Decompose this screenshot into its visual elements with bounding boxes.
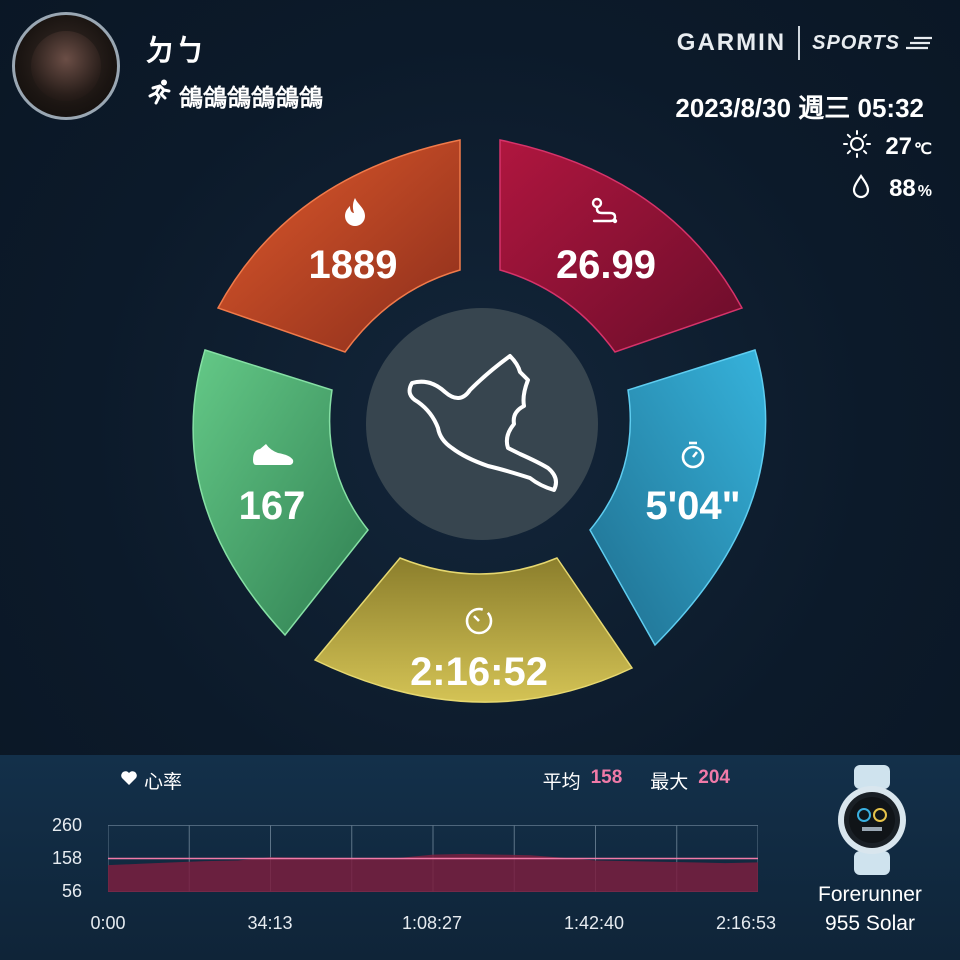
cadence-value: 167	[238, 484, 306, 528]
heart-rate-label: 心率	[120, 767, 182, 794]
running-icon	[145, 79, 173, 112]
route-icon	[588, 195, 622, 229]
brand-divider	[798, 26, 801, 60]
avatar[interactable]	[12, 12, 120, 120]
pace-value: 5'04"	[645, 484, 741, 528]
temperature-unit: ℃	[914, 140, 932, 158]
timer-icon	[462, 604, 496, 638]
heart-rate-stats: 平均 158 最大 204	[543, 767, 730, 794]
device-name-line2: 955 Solar	[825, 912, 915, 935]
device-name: Forerunner 955 Solar	[800, 880, 940, 938]
max-value: 204	[698, 767, 730, 788]
humidity-unit: %	[917, 182, 932, 200]
activity-datetime: 2023/8/30 週三 05:32	[675, 93, 924, 123]
x-tick-label: 0:00	[90, 913, 126, 933]
duration-value: 2:16:52	[410, 650, 548, 694]
x-tick-label: 1:42:40	[563, 913, 625, 933]
x-tick-label: 2:16:53	[715, 913, 777, 933]
garmin-logo: GARMIN	[676, 29, 787, 56]
droplet-icon	[847, 172, 875, 205]
distance-value: 26.99	[555, 243, 657, 287]
duration-segment[interactable]	[313, 557, 634, 703]
stats-ring	[192, 139, 767, 703]
watch-image[interactable]	[834, 765, 910, 875]
activity-title-text: 鴿鴿鴿鴿鴿鴿	[179, 85, 323, 112]
flame-icon	[338, 195, 372, 229]
shoe-icon	[250, 436, 296, 470]
y-tick-label: 260	[51, 815, 82, 835]
cadence-segment[interactable]	[192, 349, 369, 637]
device-name-line1: Forerunner	[818, 883, 922, 906]
sports-logo: SPORTS	[812, 32, 934, 55]
brand-logo: GARMIN SPORTS	[677, 26, 934, 60]
sports-logo-text: SPORTS	[812, 31, 900, 54]
distance-segment[interactable]	[499, 139, 744, 353]
activity-title: 鴿鴿鴿鴿鴿鴿	[145, 78, 323, 113]
pace-segment[interactable]	[589, 349, 767, 647]
x-tick-label: 1:08:27	[401, 913, 463, 933]
sports-stripes-icon	[906, 36, 932, 50]
sun-icon	[843, 130, 872, 163]
heart-rate-chart	[108, 825, 758, 892]
x-tick-label: 34:13	[247, 913, 293, 933]
max-label: 最大	[650, 772, 689, 793]
heart-rate-area	[108, 853, 758, 892]
temperature: 27 ℃	[843, 130, 932, 163]
humidity: 88%	[847, 172, 932, 205]
user-name: ㄉㄅ	[145, 35, 205, 68]
route-map-circle[interactable]	[366, 308, 598, 540]
y-tick-label: 56	[61, 881, 82, 901]
stopwatch-icon	[676, 438, 710, 472]
humidity-value: 88	[889, 174, 916, 202]
y-tick-label: 158	[51, 848, 82, 868]
calories-segment[interactable]	[216, 139, 461, 353]
temperature-value: 27	[885, 132, 913, 160]
heart-icon	[120, 770, 138, 792]
calories-value: 1889	[308, 243, 398, 287]
heart-rate-title: 心率	[144, 772, 183, 793]
avg-label: 平均	[542, 772, 581, 793]
avg-value: 158	[590, 767, 623, 788]
route-map	[407, 354, 558, 492]
